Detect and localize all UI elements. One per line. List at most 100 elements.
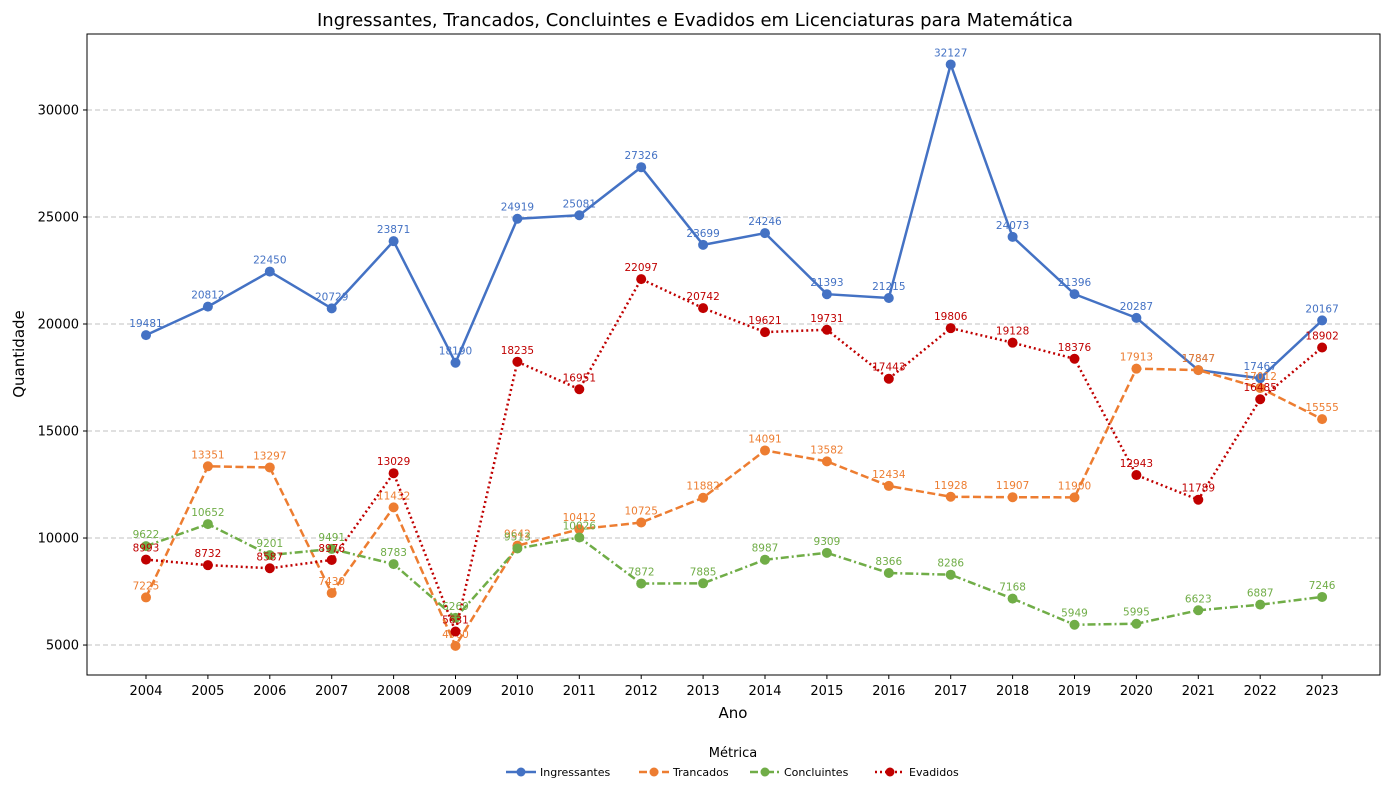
- x-tick-label: 2010: [501, 684, 534, 699]
- y-tick-label: 15000: [38, 425, 79, 440]
- data-label-concluintes: 5995: [1123, 607, 1150, 619]
- data-point-evadidos: [264, 563, 275, 574]
- x-tick-label: 2008: [377, 684, 410, 699]
- data-point-evadidos: [326, 554, 337, 565]
- legend-items: Ingressantes Trancados Concluintes Evadidos: [506, 766, 959, 779]
- data-label-concluintes: 9513: [504, 531, 531, 543]
- data-point-ingressantes: [883, 292, 894, 303]
- data-label-ingressantes: 21393: [810, 277, 843, 289]
- data-point-concluintes: [1193, 605, 1204, 616]
- data-label-trancados: 7430: [318, 576, 345, 588]
- data-point-evadidos: [141, 554, 151, 565]
- data-label-trancados: 11900: [1058, 480, 1091, 492]
- data-point-ingressantes: [1255, 373, 1266, 384]
- data-point-concluintes: [1069, 619, 1080, 630]
- data-label-trancados: 15555: [1305, 402, 1338, 414]
- data-point-concluintes: [202, 519, 213, 530]
- data-label-evadidos: 18376: [1058, 342, 1092, 354]
- data-point-ingressantes: [636, 162, 647, 173]
- data-point-trancados: [883, 480, 894, 491]
- data-label-evadidos: 8993: [133, 543, 160, 555]
- data-label-concluintes: 9201: [256, 538, 283, 550]
- data-label-ingressantes: 20812: [191, 290, 224, 302]
- data-point-concluintes: [141, 541, 151, 552]
- data-label-evadidos: 8976: [318, 543, 345, 555]
- x-tick-label: 2013: [687, 684, 720, 699]
- data-label-evadidos: 19621: [748, 315, 781, 327]
- data-point-concluintes: [883, 567, 894, 578]
- data-point-concluintes: [388, 559, 399, 570]
- data-label-concluintes: 8783: [380, 547, 407, 559]
- x-tick-label: 2014: [748, 684, 781, 699]
- data-label-trancados: 14091: [748, 433, 781, 445]
- data-label-concluintes: 9622: [133, 529, 160, 541]
- y-axis: 5000 10000 15000 20000 25000 30000: [38, 103, 87, 654]
- x-tick-label: 2022: [1244, 684, 1277, 699]
- data-point-ingressantes: [1131, 312, 1142, 323]
- data-point-ingressantes: [574, 210, 585, 221]
- data-point-trancados: [574, 524, 585, 535]
- data-label-concluintes: 6887: [1247, 588, 1274, 600]
- legend-label: Concluintes: [784, 766, 849, 779]
- data-point-trancados: [821, 456, 832, 467]
- data-point-evadidos: [698, 303, 709, 314]
- data-point-concluintes: [636, 578, 647, 589]
- data-label-evadidos: 19731: [810, 313, 843, 325]
- data-point-trancados: [202, 461, 213, 472]
- data-point-ingressantes: [1317, 315, 1328, 326]
- data-point-trancados: [264, 462, 275, 473]
- x-tick-label: 2004: [129, 684, 162, 699]
- data-point-ingressantes: [450, 357, 461, 368]
- data-point-evadidos: [1007, 337, 1018, 348]
- data-point-ingressantes: [264, 266, 275, 277]
- data-label-concluintes: 9491: [318, 532, 345, 544]
- data-label-trancados: 9642: [504, 529, 531, 541]
- data-label-trancados: 13297: [253, 450, 286, 462]
- data-point-ingressantes: [821, 289, 832, 300]
- data-label-trancados: 10412: [563, 512, 596, 524]
- legend-swatch-marker: [649, 767, 659, 777]
- data-point-evadidos: [1255, 394, 1266, 405]
- data-point-concluintes: [574, 532, 585, 543]
- data-point-concluintes: [1007, 593, 1018, 604]
- legend-swatch-marker: [760, 767, 770, 777]
- x-axis: 2004 2005 2006 2007 2008 2009 2010 2011 2012 2013…: [129, 675, 1339, 699]
- data-label-concluintes: 7885: [690, 566, 717, 578]
- data-point-trancados: [760, 445, 770, 456]
- data-point-trancados: [1193, 365, 1204, 376]
- data-label-concluintes: 7246: [1309, 580, 1336, 592]
- data-point-concluintes: [326, 543, 337, 554]
- data-label-evadidos: 19128: [996, 326, 1029, 338]
- x-tick-label: 2005: [191, 684, 224, 699]
- legend-label: Ingressantes: [540, 766, 611, 779]
- data-point-trancados: [1317, 414, 1328, 425]
- data-label-concluintes: 7872: [628, 567, 655, 579]
- data-label-concluintes: 9309: [814, 536, 841, 548]
- data-label-ingressantes: 21215: [872, 281, 905, 293]
- data-label-ingressantes: 19481: [129, 318, 162, 330]
- data-point-evadidos: [1193, 494, 1204, 505]
- data-point-evadidos: [1069, 353, 1080, 364]
- legend-title: Métrica: [709, 746, 757, 761]
- legend-item-evadidos: Evadidos: [875, 766, 959, 779]
- data-label-concluintes: 5949: [1061, 608, 1088, 620]
- data-point-trancados: [326, 588, 337, 599]
- data-point-trancados: [1069, 492, 1080, 503]
- data-point-evadidos: [202, 560, 213, 571]
- data-point-concluintes: [760, 554, 770, 565]
- x-tick-label: 2016: [872, 684, 905, 699]
- legend-swatch-marker: [885, 767, 895, 777]
- data-point-concluintes: [698, 578, 709, 589]
- data-point-ingressantes: [141, 330, 151, 341]
- data-label-trancados: 17012: [1243, 371, 1276, 383]
- data-label-ingressantes: 17467: [1243, 361, 1276, 373]
- y-tick-label: 10000: [38, 532, 79, 547]
- data-point-concluintes: [264, 550, 275, 561]
- data-label-evadidos: 8732: [195, 548, 222, 560]
- data-label-ingressantes: 21396: [1058, 277, 1092, 289]
- data-label-ingressantes: 23699: [686, 228, 719, 240]
- data-point-evadidos: [821, 324, 832, 335]
- x-tick-label: 2018: [996, 684, 1029, 699]
